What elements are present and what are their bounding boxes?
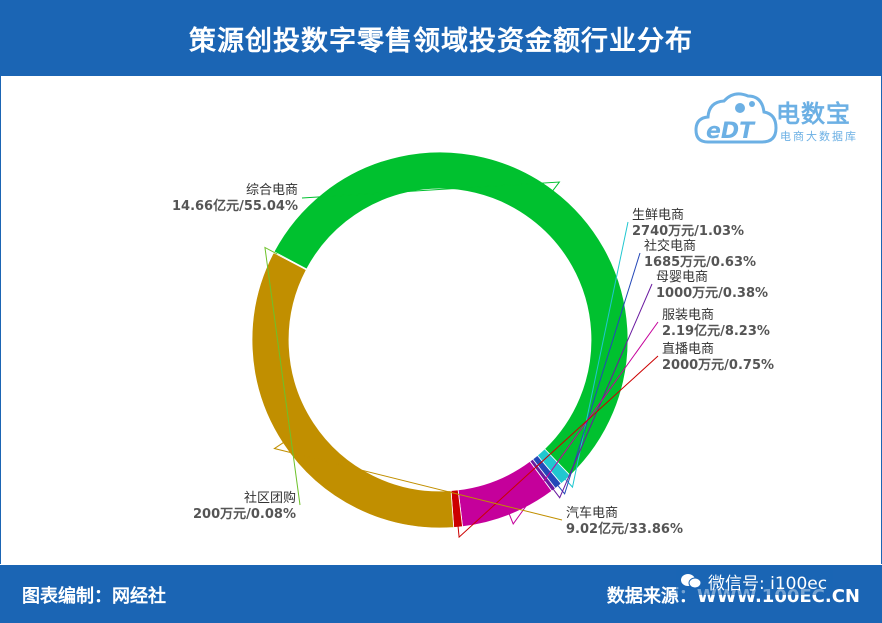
slice-1	[273, 151, 629, 477]
wechat-watermark: 微信号: i100ec	[676, 567, 834, 595]
logo-subtitle: 电商大数据库	[780, 130, 858, 143]
slice-value-3: 1685万元/0.63%	[644, 255, 756, 270]
slice-label-3: 社交电商	[644, 238, 696, 254]
slice-label-6: 直播电商	[662, 342, 714, 357]
leader-line-7	[273, 440, 563, 521]
logo-mark: eDT	[706, 119, 756, 144]
slice-value-2: 2740万元/1.03%	[632, 224, 744, 239]
cloud-logo-icon: eDT	[694, 92, 778, 144]
wechat-id: 微信号: i100ec	[708, 573, 828, 594]
slice-label-2: 生鲜电商	[632, 208, 684, 223]
slice-7	[251, 252, 455, 529]
leader-line-4	[550, 283, 653, 499]
slice-label-4: 母婴电商	[656, 270, 708, 285]
slice-value-5: 2.19亿元/8.23%	[662, 323, 770, 339]
slice-label-1: 综合电商	[246, 183, 298, 198]
wechat-icon	[681, 574, 702, 589]
leader-line-1	[301, 181, 561, 199]
slice-value-7: 9.02亿元/33.86%	[566, 521, 683, 537]
slice-label-7: 汽车电商	[566, 505, 618, 521]
leader-line-5	[507, 321, 659, 526]
leader-line-2	[562, 221, 629, 489]
slice-label-8: 社区团购	[244, 490, 296, 506]
logo-name: 电数宝	[776, 100, 851, 128]
slice-value-4: 1000万元/0.38%	[656, 286, 768, 301]
leader-line-8	[264, 246, 301, 506]
slice-value-6: 2000万元/0.75%	[662, 358, 774, 373]
edt-logo: eDT 电数宝 电商大数据库	[694, 86, 874, 152]
slice-label-5: 服装电商	[662, 308, 714, 323]
chart-title: 策源创投数字零售领域投资金额行业分布	[189, 25, 693, 57]
slice-value-8: 200万元/0.08%	[193, 507, 296, 522]
chart-header: 策源创投数字零售领域投资金额行业分布	[0, 0, 882, 76]
leader-line-6	[457, 355, 659, 539]
leader-line-3	[555, 252, 641, 495]
slice-value-1: 14.66亿元/55.04%	[172, 198, 298, 214]
footer-credit: 图表编制：网经社	[22, 586, 166, 607]
